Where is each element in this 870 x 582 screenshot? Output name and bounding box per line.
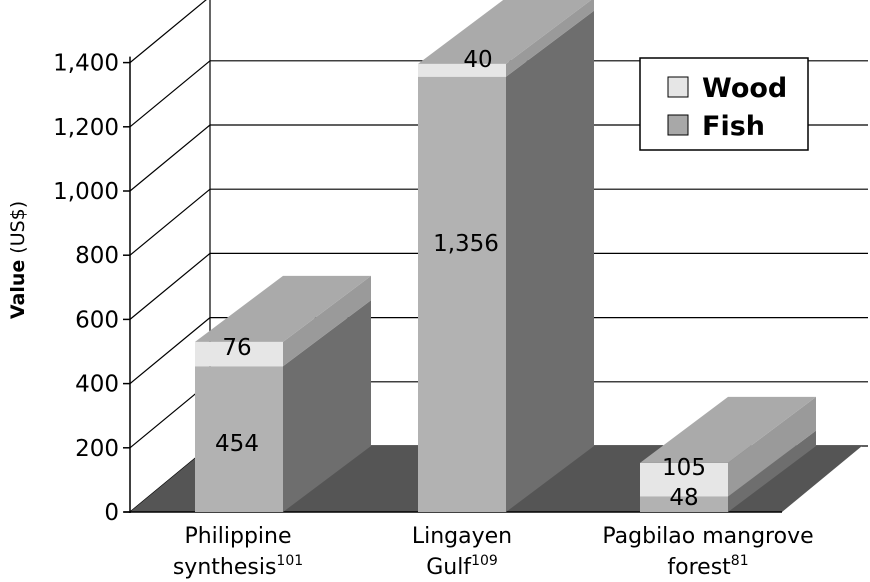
data-label-wood-2: 105 [662,455,706,481]
bar-fish-1 [418,76,506,512]
y-tick-label-4: 800 [75,243,119,269]
legend-label-fish: Fish [702,111,765,142]
bar-fish-2 [640,496,728,512]
x-category-label-0-text: synthesis [173,555,277,580]
bar-fish-0 [195,366,283,512]
bars: 454 1,356 48 76 40 105 [195,0,816,513]
legend-swatch-fish [667,114,689,136]
x-category-label-0-line1: Philippine [184,524,291,549]
bar-2 [640,396,816,512]
x-category-label-0-sup: 101 [276,553,303,569]
y-axis-title: Value (US$) [7,201,29,319]
x-category-label-2-line1: Pagbilao mangrove [602,524,813,549]
gridline-depth-4 [129,188,211,256]
data-label-fish-2: 48 [669,485,698,511]
gridline-depth-2 [129,317,211,385]
y-axis: 0 200 400 600 800 1,000 1,200 1,400 [53,51,782,526]
x-category-label-2-text: forest [667,555,731,580]
gridline-depth-5 [129,124,211,192]
x-category-label-1-text: Gulf [426,555,472,580]
y-tick-label-7: 1,400 [53,51,119,77]
legend: Wood Fish [639,57,809,151]
bar-top-1 [418,0,592,64]
x-category-label-2-line2: forest81 [667,553,748,580]
bar-side-fish-2 [728,430,816,512]
data-label-wood-0: 76 [222,335,251,361]
y-axis-title-unit: (US$) [7,201,29,260]
bar-top-0 [195,275,371,342]
bar-wood-2 [640,462,728,497]
gridline-depth-7 [129,0,207,64]
data-label-fish-1: 1,356 [433,231,499,257]
y-tick-label-5: 1,000 [53,179,119,205]
y-tick-label-0: 0 [104,500,119,526]
x-category-label-0-line2: synthesis101 [173,553,303,580]
y-tick-label-3: 600 [75,307,119,333]
x-category-label-1-sup: 109 [471,553,498,569]
bar-0 [195,275,371,512]
bar-side-fish-0 [283,300,371,512]
y-tick-label-1: 200 [75,436,119,462]
x-axis-categories: Philippine synthesis101 Lingayen Gulf109 Pag… [173,524,814,580]
bar-top-2 [640,396,816,463]
data-label-fish-0: 454 [215,431,259,457]
bar-wood-0 [195,341,283,367]
legend-label-wood: Wood [702,73,787,104]
x-category-label-1-line2: Gulf109 [426,553,498,580]
y-axis-title-main: Value [7,260,29,319]
data-label-wood-1: 40 [463,47,492,73]
x-category-label-1-line1: Lingayen [412,524,512,549]
legend-swatch-wood [667,76,689,98]
x-category-label-2-sup: 81 [731,553,749,569]
y-tick-label-2: 400 [75,372,119,398]
bar-side-wood-1 [506,0,594,77]
bar-side-wood-2 [728,396,816,497]
y-tick-label-6: 1,200 [53,115,119,141]
bar-side-wood-0 [283,275,371,367]
bar-side-fish-1 [506,10,594,513]
gridline-depth-6 [129,60,211,128]
gridline-depth-3 [129,252,211,320]
bar-1 [418,0,594,513]
bar-wood-1 [418,63,506,77]
